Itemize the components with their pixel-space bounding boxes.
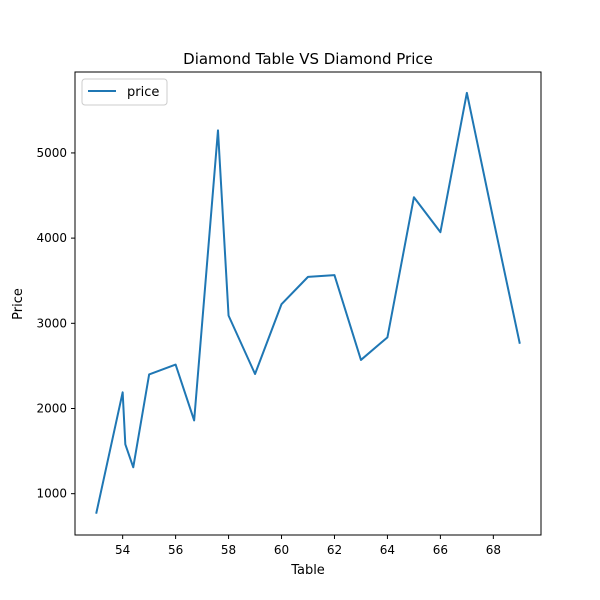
x-tick-label: 62	[327, 543, 342, 557]
plot-area: 54 56 58 60 62 64 66 68 1000 2000 3000 4000 5000	[36, 71, 542, 557]
y-tick-label: 1000	[36, 487, 67, 501]
x-tick-label: 56	[168, 543, 183, 557]
legend-label-price: price	[127, 85, 159, 100]
x-tick-label: 68	[486, 543, 501, 557]
x-tick-label: 54	[115, 543, 130, 557]
legend-box	[81, 78, 168, 106]
plot-frame	[74, 71, 542, 536]
x-axis-ticks: 54 56 58 60 62 64 66 68	[115, 535, 501, 557]
legend: price	[81, 78, 168, 106]
x-axis-label: Table	[290, 563, 325, 578]
x-tick-label: 60	[274, 543, 289, 557]
y-tick-label: 2000	[36, 401, 67, 415]
y-tick-label: 5000	[36, 146, 67, 160]
series-line-price	[95, 91, 521, 514]
x-tick-label: 64	[380, 543, 395, 557]
x-tick-label: 58	[221, 543, 236, 557]
x-tick-label: 66	[433, 543, 448, 557]
y-tick-label: 4000	[36, 231, 67, 245]
y-axis-label: Price	[11, 288, 26, 320]
plot-background	[75, 72, 541, 535]
series-layer	[95, 91, 521, 514]
chart-title: Diamond Table VS Diamond Price	[183, 50, 433, 68]
y-tick-label: 3000	[36, 316, 67, 330]
y-axis-ticks: 1000 2000 3000 4000 5000	[36, 146, 75, 501]
